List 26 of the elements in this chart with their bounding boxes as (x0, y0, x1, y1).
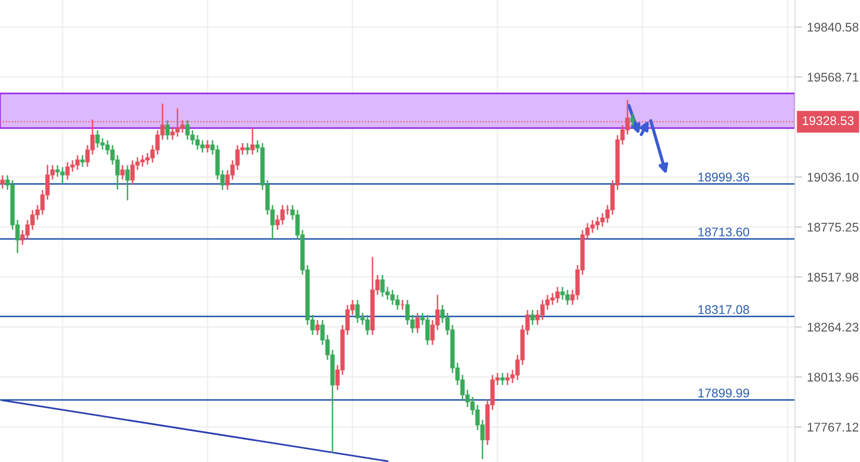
candlestick (80, 154, 85, 168)
y-tick-label: 18775.25 (808, 222, 858, 232)
ref-line-label: 18317.08 (698, 305, 750, 314)
candlestick (120, 164, 125, 180)
candlestick (250, 127, 255, 156)
candlestick (245, 142, 250, 156)
ref-line-label: 17899.99 (698, 388, 750, 398)
candlestick (530, 309, 535, 326)
y-tick-label: 17767.12 (808, 422, 858, 432)
candlestick (315, 319, 320, 336)
candlestick (0, 174, 5, 190)
y-tick-label: 19568.71 (808, 72, 858, 82)
y-tick-label: 19840.58 (808, 22, 858, 32)
candlestick (415, 312, 420, 334)
y-tick-label: 18013.96 (808, 372, 858, 382)
y-tick-label: 18517.98 (808, 272, 858, 282)
candlestick (630, 112, 635, 128)
y-tick-label: 18264.23 (808, 322, 858, 332)
candlestick (165, 120, 170, 140)
y-tick-label: 19036.10 (808, 172, 858, 182)
ref-line-label: 19328.53 (802, 116, 854, 126)
candlestick (125, 164, 130, 201)
candlestick (500, 372, 505, 386)
candlestick (205, 140, 210, 154)
ref-line-label: 18999.36 (698, 172, 750, 182)
ref-line-label: 18713.60 (698, 228, 750, 236)
